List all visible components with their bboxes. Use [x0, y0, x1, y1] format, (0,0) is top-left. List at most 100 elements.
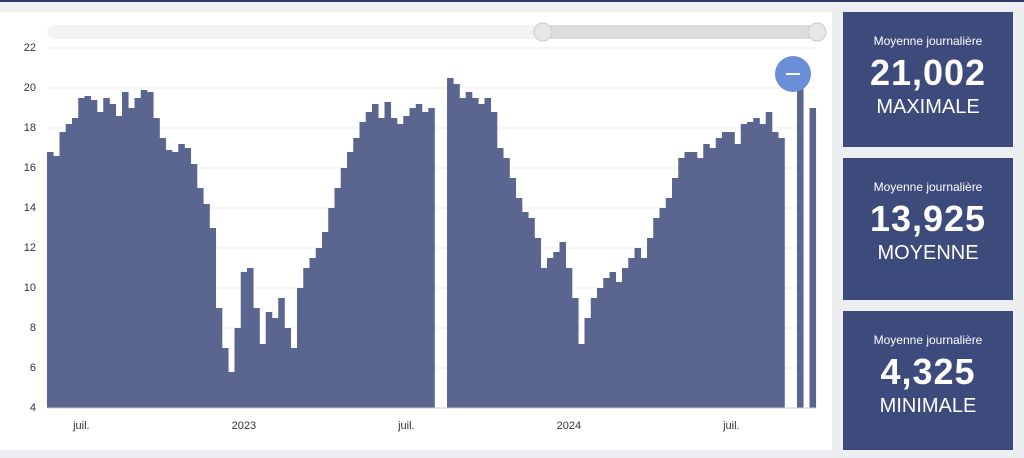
y-tick-label: 14 [24, 202, 36, 214]
stat-card: Moyenne journalière 13,925 MOYENNE [843, 158, 1013, 300]
bar [753, 118, 760, 408]
bar [740, 124, 748, 408]
bar [165, 150, 173, 408]
bar [715, 138, 723, 408]
bar [759, 124, 767, 408]
bar [322, 232, 329, 408]
bar [747, 122, 754, 408]
bar [528, 218, 535, 408]
bar [484, 98, 492, 408]
bar [128, 108, 135, 408]
top-bar [0, 0, 1024, 2]
bar [459, 98, 467, 408]
bar [659, 208, 667, 408]
bar [465, 92, 473, 408]
bar [384, 102, 392, 408]
bar [540, 268, 548, 408]
bar [178, 144, 185, 408]
bar [147, 92, 154, 408]
bar [97, 112, 104, 408]
bar [290, 348, 298, 408]
bar [297, 288, 304, 408]
bar [559, 242, 567, 408]
bar [565, 268, 573, 408]
x-tick-label: juil. [722, 420, 740, 432]
bar [259, 344, 267, 408]
bar [222, 348, 229, 408]
bar [65, 124, 73, 408]
bar [90, 100, 98, 408]
bar [703, 144, 710, 408]
bar [597, 288, 604, 408]
bar [515, 198, 523, 408]
bar [134, 98, 142, 408]
card-label: MAXIMALE [876, 96, 980, 118]
bar [447, 78, 454, 408]
card-caption: Moyenne journalière [873, 180, 983, 194]
bar [109, 104, 117, 408]
bar [553, 252, 560, 408]
bar [353, 138, 360, 408]
x-tick-label: 2024 [557, 420, 581, 432]
range-selection [543, 25, 817, 39]
bar [340, 168, 348, 408]
range-handle[interactable] [533, 22, 553, 42]
bar [653, 218, 660, 408]
bar [490, 112, 498, 408]
bar [140, 90, 148, 408]
bar [272, 318, 279, 408]
bar [328, 208, 335, 408]
bar [547, 258, 554, 408]
bar [497, 148, 504, 408]
bar [415, 104, 423, 408]
bar [103, 98, 110, 408]
bar [709, 148, 717, 408]
y-tick-label: 12 [24, 242, 36, 254]
card-caption: Moyenne journalière [873, 333, 983, 347]
bar [153, 118, 160, 408]
bar [522, 212, 529, 408]
bar [665, 198, 673, 408]
bar [584, 318, 592, 408]
bar [215, 308, 223, 408]
bar [472, 98, 479, 408]
bar [59, 132, 67, 408]
bar [372, 104, 379, 408]
card-label: MOYENNE [877, 242, 979, 264]
bar [247, 268, 254, 408]
bar [422, 112, 429, 408]
x-tick-label: 2023 [232, 420, 256, 432]
bar [572, 298, 579, 408]
bar [265, 312, 273, 408]
bar [365, 112, 373, 408]
bar [47, 152, 54, 408]
bar [609, 272, 617, 408]
range-handle[interactable] [807, 22, 827, 42]
x-tick-label: juil. [397, 420, 415, 432]
bar [403, 116, 410, 408]
bar [534, 238, 542, 408]
bar [309, 258, 317, 408]
bar [678, 158, 685, 408]
stat-card: Moyenne journalière 21,002 MAXIMALE [843, 12, 1013, 147]
bar [172, 152, 179, 408]
card-value: 13,925 [869, 198, 987, 239]
y-tick-label: 4 [30, 402, 36, 414]
stat-card: Moyenne journalière 4,325 MINIMALE [843, 311, 1013, 450]
card-caption: Moyenne journalière [873, 34, 983, 48]
bar [809, 108, 817, 408]
bar [634, 248, 642, 408]
bar [315, 248, 323, 408]
bar [690, 152, 698, 408]
bar [209, 228, 217, 408]
bar [184, 148, 192, 408]
bar [697, 158, 704, 408]
bar [640, 258, 648, 408]
bar [603, 278, 610, 408]
bar [672, 178, 679, 408]
bar [159, 138, 167, 408]
bar [53, 156, 60, 408]
bar [734, 144, 742, 408]
y-tick-label: 10 [24, 282, 36, 294]
